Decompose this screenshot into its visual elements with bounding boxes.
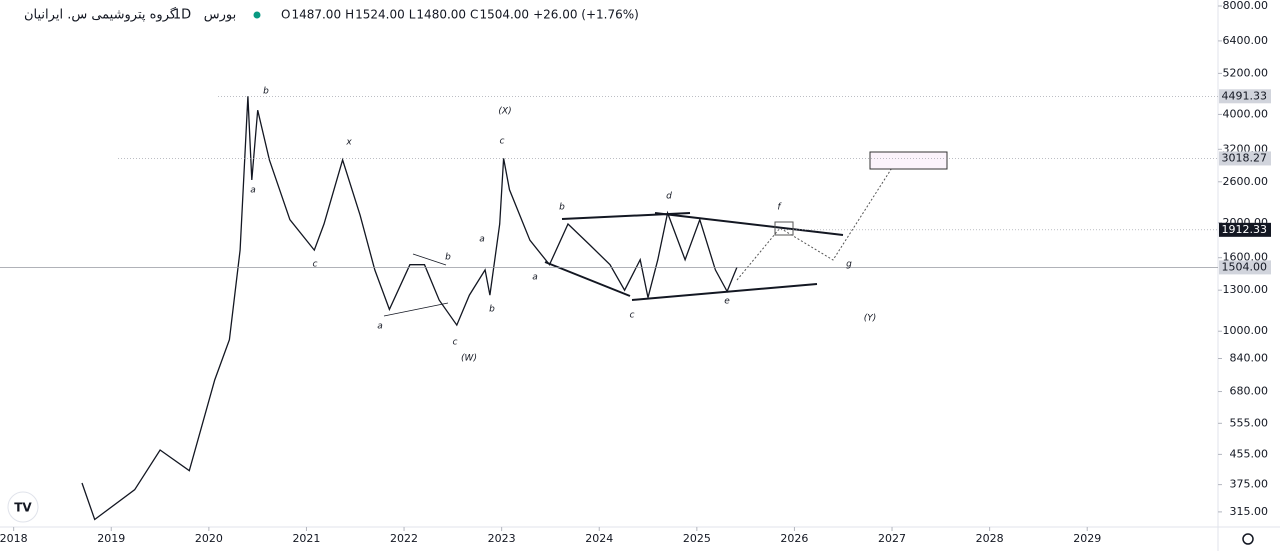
price-label-bg	[1219, 260, 1271, 275]
x-tick-label: 2024	[585, 532, 613, 545]
ohlc-key: C	[470, 8, 478, 22]
ohlc-key: L	[409, 8, 416, 22]
trendline	[631, 283, 818, 301]
ohlc-value: 1504.00	[479, 8, 529, 22]
wave-label: c	[453, 338, 458, 348]
y-tick-label: 555.00	[1230, 416, 1269, 429]
price-label: 4491.33	[1222, 89, 1268, 102]
y-tick-label: 2600.00	[1223, 175, 1269, 188]
change: +26.00 (+1.76%)	[533, 8, 639, 22]
y-tick-label: 6400.00	[1223, 34, 1269, 47]
x-tick-label: 2023	[488, 532, 516, 545]
wave-label: b	[489, 305, 495, 315]
wave-label: x	[345, 138, 352, 148]
y-tick-label: 375.00	[1230, 478, 1269, 491]
wave-label: (X)	[498, 107, 511, 117]
wave-label: (Y)	[864, 314, 877, 324]
settings-icon[interactable]	[1242, 533, 1254, 545]
symbol-title: گروه پتروشیمی س. ایرانیان	[24, 7, 177, 23]
x-tick-label: 2028	[976, 532, 1004, 545]
y-tick-label: 840.00	[1230, 351, 1269, 364]
wave-label: e	[724, 297, 730, 307]
x-tick-label: 2019	[97, 532, 125, 545]
svg-text:TV: TV	[14, 501, 32, 515]
wave-label: c	[313, 260, 318, 270]
wave-label: g	[846, 260, 852, 270]
x-tick-label: 2021	[292, 532, 320, 545]
ohlc-value: 1480.00	[416, 8, 466, 22]
y-tick-label: 5200.00	[1223, 66, 1269, 79]
drawings	[383, 151, 948, 317]
wave-label: d	[666, 192, 672, 202]
wave-label: b	[445, 253, 451, 263]
y-tick-label: 680.00	[1230, 385, 1269, 398]
wave-label: c	[630, 311, 635, 321]
wave-label: a	[377, 322, 383, 332]
x-tick-label: 2029	[1073, 532, 1101, 545]
trendline	[654, 212, 844, 236]
y-tick-label: 455.00	[1230, 447, 1269, 460]
price-label-bg	[1219, 222, 1271, 237]
projection	[736, 159, 898, 281]
wave-label: b	[263, 87, 269, 97]
price-line	[81, 96, 738, 521]
trendline	[412, 253, 447, 266]
ohlc-value: 1487.00	[291, 8, 341, 22]
ohlc-key: H	[345, 8, 354, 22]
price-label: 3018.27	[1222, 151, 1268, 164]
wave-label: f	[777, 203, 782, 213]
x-tick-label: 2027	[878, 532, 906, 545]
x-tick-label: 2022	[390, 532, 418, 545]
y-tick-label: 8000.00	[1223, 0, 1269, 12]
price-label-bg	[1219, 89, 1271, 104]
wave-label: b	[559, 203, 565, 213]
exchange: بورس	[204, 8, 236, 23]
x-tick-label: 2025	[683, 532, 711, 545]
price-label: 1504.00	[1222, 260, 1268, 273]
y-tick-label: 315.00	[1230, 505, 1269, 518]
interval: 1D	[173, 8, 191, 23]
y-tick-label: 4000.00	[1223, 107, 1269, 120]
trendline	[383, 302, 449, 317]
status-dot	[253, 11, 261, 19]
ohlc-key: O	[281, 8, 290, 22]
wave-label: a	[250, 186, 256, 196]
price-label: 1912.33	[1222, 223, 1268, 236]
wave-label: (W)	[461, 354, 477, 364]
y-tick-label: 1000.00	[1223, 324, 1269, 337]
x-tick-label: 2018	[0, 532, 28, 545]
price-label-bg	[1219, 151, 1271, 166]
tv-logo: TV	[7, 491, 39, 523]
wave-label: c	[500, 137, 505, 147]
wave-label: a	[532, 273, 538, 283]
ohlc-value: 1524.00	[355, 8, 405, 22]
target-box	[869, 151, 948, 170]
wave-label: a	[479, 235, 485, 245]
y-tick-label: 1300.00	[1223, 283, 1269, 296]
target-box	[774, 221, 794, 236]
x-tick-label: 2026	[780, 532, 808, 545]
x-tick-label: 2020	[195, 532, 223, 545]
